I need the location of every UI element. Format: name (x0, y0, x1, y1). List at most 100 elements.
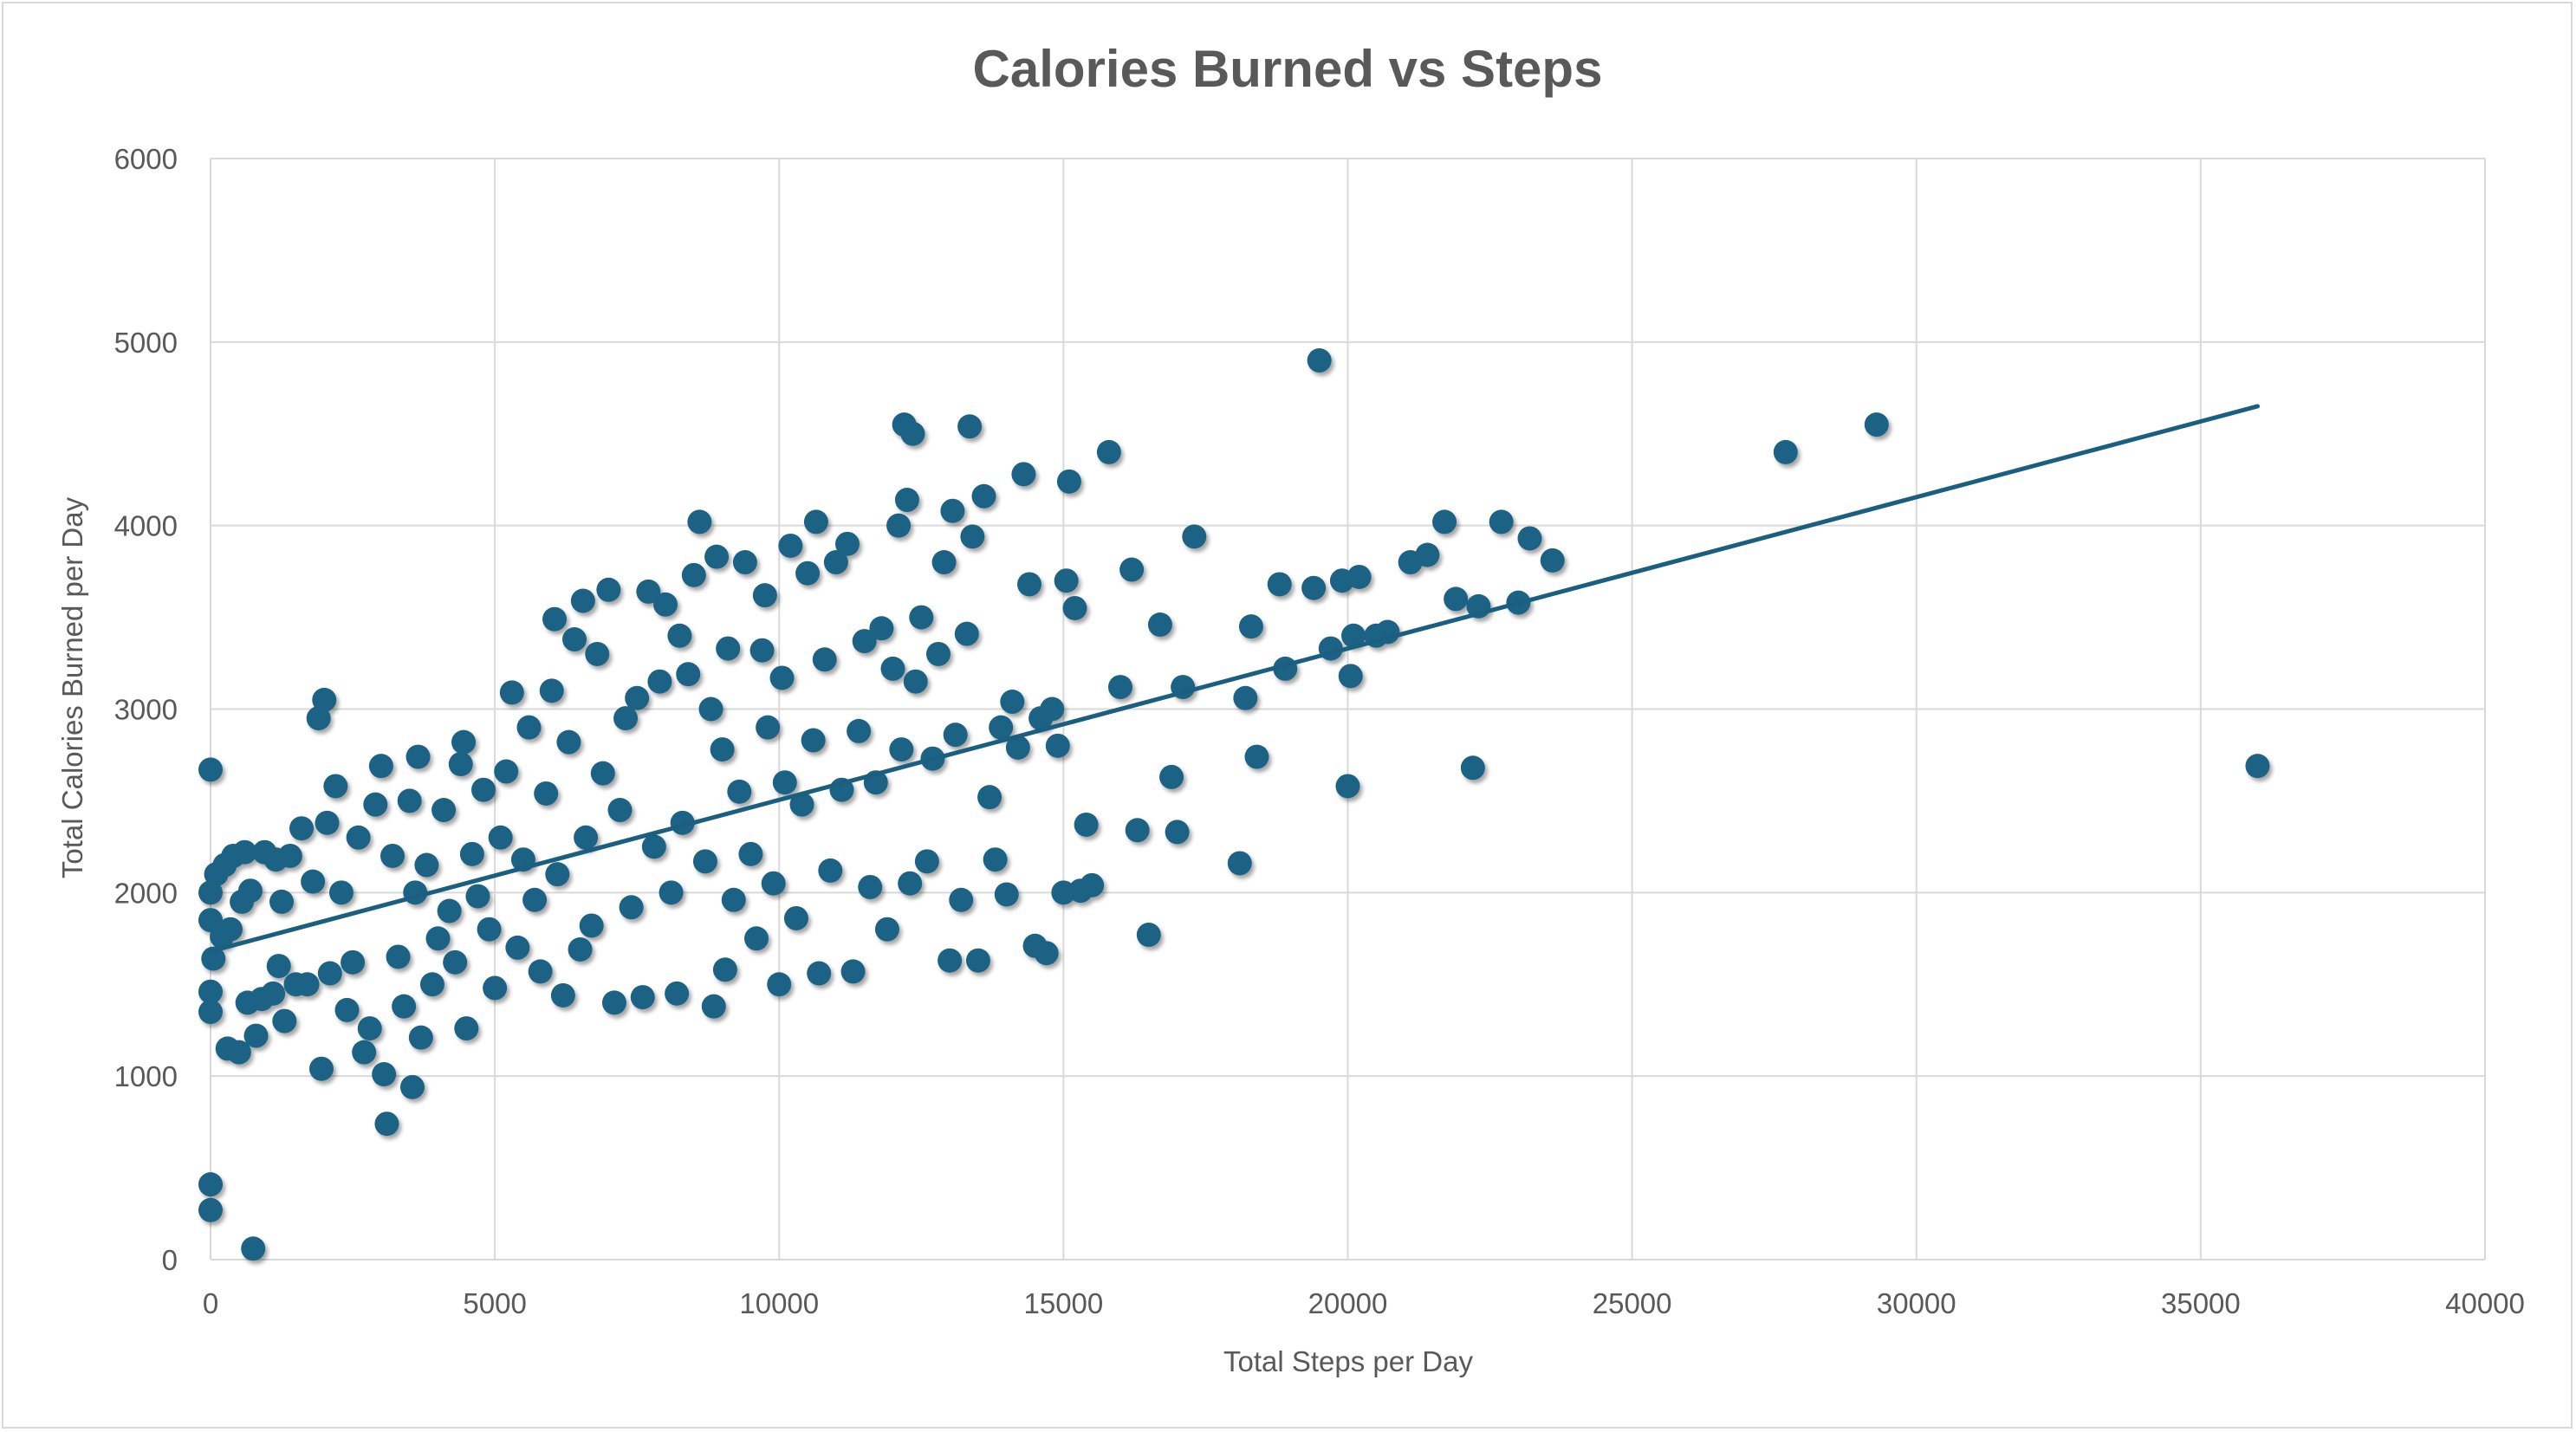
data-point (217, 917, 243, 942)
data-point (812, 647, 837, 672)
data-point (1056, 469, 1081, 494)
data-point (1182, 524, 1207, 549)
data-point (243, 1023, 269, 1048)
data-point (1444, 586, 1469, 612)
data-point (483, 975, 508, 1001)
x-tick-label: 5000 (463, 1287, 526, 1319)
data-point (943, 722, 968, 748)
data-point (289, 816, 314, 841)
data-point (710, 737, 735, 762)
data-point (1017, 572, 1041, 597)
y-tick-label: 0 (162, 1244, 178, 1276)
trendline-group (208, 404, 2260, 954)
data-point (534, 781, 559, 806)
data-point (477, 917, 502, 942)
data-point (960, 524, 985, 549)
data-point (1096, 439, 1121, 464)
data-point (488, 825, 513, 850)
data-point (818, 858, 843, 883)
data-point (465, 884, 490, 909)
data-point (341, 949, 366, 975)
data-point (898, 871, 923, 896)
data-point (198, 1172, 223, 1197)
data-point (272, 1008, 297, 1034)
x-tick-label: 25000 (1593, 1287, 1672, 1319)
data-point (596, 577, 621, 602)
data-point (425, 926, 451, 951)
data-point (1005, 735, 1030, 760)
data-point (406, 744, 431, 769)
data-point (1415, 542, 1440, 567)
data-point (408, 1025, 433, 1050)
data-point (1460, 755, 1485, 781)
data-point (522, 887, 548, 912)
grid-lines (210, 158, 2486, 1260)
data-point (716, 636, 741, 661)
data-point (306, 706, 331, 731)
data-point (983, 847, 1008, 872)
data-point (900, 421, 925, 446)
data-point (894, 488, 919, 513)
data-point (909, 605, 934, 630)
data-point (1517, 526, 1542, 551)
data-point (858, 874, 883, 899)
data-point (198, 1197, 223, 1222)
data-point (665, 981, 690, 1006)
data-point (198, 1000, 223, 1025)
data-point (931, 550, 957, 575)
data-point (926, 641, 951, 666)
data-point (823, 550, 848, 575)
data-point (295, 972, 320, 997)
data-point (414, 852, 439, 878)
data-point (778, 533, 803, 558)
data-point (505, 935, 530, 960)
data-point (574, 825, 599, 850)
data-point (971, 483, 996, 509)
data-point (397, 788, 422, 813)
data-point (1125, 818, 1150, 843)
y-tick-label: 1000 (114, 1060, 178, 1092)
tick-labels: 0 1000 2000 3000 4000 5000 6000 0 5000 10000 15000… (114, 143, 2525, 1319)
data-point (237, 878, 263, 904)
data-point (516, 715, 542, 740)
data-point (471, 777, 496, 802)
data-point (949, 887, 974, 912)
data-point (328, 880, 354, 905)
data-point (807, 961, 832, 986)
data-point (647, 669, 672, 694)
data-point (568, 937, 593, 962)
data-point (585, 641, 610, 666)
trendline (208, 404, 2260, 954)
data-point (312, 687, 337, 712)
x-tick-label: 15000 (1023, 1287, 1103, 1319)
data-point (727, 779, 752, 804)
data-point (437, 898, 462, 923)
data-point (732, 550, 757, 575)
y-tick-label: 2000 (114, 877, 178, 909)
y-axis-title: Total Calories Burned per Day (56, 496, 88, 878)
data-point (1301, 575, 1327, 600)
data-point (198, 880, 223, 905)
data-point (386, 944, 411, 969)
data-point (625, 685, 650, 710)
data-point (803, 509, 828, 535)
data-point (989, 715, 1014, 740)
data-point (889, 737, 914, 762)
data-point (352, 1040, 377, 1065)
x-tick-label: 10000 (739, 1287, 819, 1319)
data-point (1054, 568, 1079, 593)
data-point (1040, 697, 1065, 722)
data-point (965, 948, 990, 973)
data-point (852, 629, 877, 654)
data-point (738, 841, 763, 866)
data-point (266, 954, 291, 979)
y-tick-label: 3000 (114, 694, 178, 726)
data-point (323, 774, 348, 799)
data-point (874, 917, 899, 942)
data-point (721, 887, 746, 912)
data-point (1074, 812, 1099, 837)
data-point (752, 583, 777, 608)
data-point (701, 994, 726, 1019)
x-axis-title: Total Steps per Day (1223, 1345, 1473, 1377)
data-point (613, 706, 639, 731)
